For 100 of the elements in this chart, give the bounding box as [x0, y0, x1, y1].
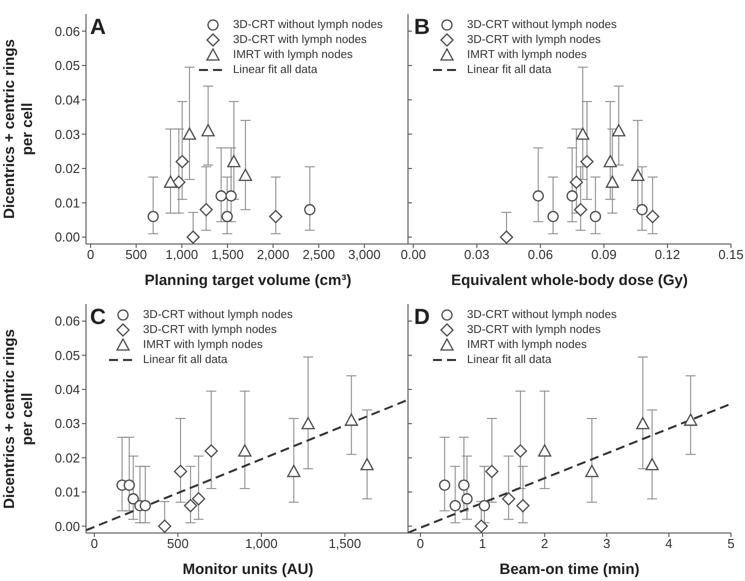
point [301, 416, 315, 430]
point [606, 176, 620, 188]
point [216, 190, 227, 202]
point [140, 500, 151, 512]
point [200, 203, 213, 216]
legend-label: Linear fit all data [233, 64, 318, 76]
point [585, 464, 599, 478]
y-tick-label: 0.01 [54, 195, 80, 210]
point [566, 190, 578, 202]
x-tick-label: 0 [86, 247, 94, 262]
x-tick-label: 2 [541, 536, 548, 552]
y-tick-label: 0.06 [54, 24, 80, 39]
y-tick-label: 0.03 [54, 126, 80, 142]
x-tick-label: 1,500 [211, 247, 244, 262]
point [174, 464, 188, 478]
y-tick-label: 0.04 [54, 92, 80, 108]
x-tick-label: 0 [90, 536, 98, 552]
y-tick-label: 0.06 [54, 314, 80, 329]
legend-label: IMRT with lymph nodes [233, 48, 353, 60]
x-tick-label: 2,000 [256, 247, 290, 262]
point [148, 210, 159, 222]
legend-label: IMRT with lymph nodes [467, 338, 587, 350]
x-tick-label: 1,000 [166, 247, 198, 262]
point [500, 230, 514, 244]
y-tick-label: 0.00 [54, 518, 80, 534]
legend-label: 3D-CRT with lymph nodes [467, 324, 601, 336]
legend-label: 3D-CRT with lymph nodes [233, 34, 367, 46]
point [186, 230, 200, 244]
point [461, 493, 473, 504]
point [636, 416, 650, 430]
annotation: C [90, 304, 106, 329]
x-tick-label: 4 [665, 536, 672, 552]
x-axis-title: Equivalent whole-body dose (Gy) [451, 272, 688, 289]
legend-label: Linear fit all data [143, 354, 228, 366]
point [184, 499, 198, 512]
point [164, 176, 178, 188]
point [547, 210, 559, 222]
y-tick-label: 0.05 [54, 348, 80, 363]
point [182, 128, 196, 140]
point [458, 480, 470, 491]
point [439, 480, 450, 491]
x-tick-label: 3,000 [348, 247, 381, 262]
point [124, 480, 135, 491]
annotation: A [90, 14, 106, 39]
point [269, 210, 282, 224]
point [570, 176, 584, 189]
point [580, 154, 594, 168]
point [344, 414, 358, 426]
x-axis-title: Planning target volume (cm³) [144, 272, 352, 289]
y-tick-label: 0.02 [54, 450, 80, 466]
legend-label: 3D-CRT without lymph nodes [467, 18, 617, 30]
annotation: B [414, 14, 430, 39]
legend-label: 3D-CRT without lymph nodes [467, 308, 617, 320]
point [238, 168, 252, 181]
x-tick-label: 1,500 [328, 536, 362, 552]
legend-label: IMRT with lymph nodes [467, 48, 587, 60]
x-tick-label: 1,000 [245, 536, 278, 552]
point [684, 414, 698, 426]
point [478, 500, 490, 512]
legend-label: Linear fit all data [467, 64, 552, 76]
point [176, 154, 189, 168]
point [360, 458, 374, 470]
point [287, 464, 300, 478]
x-tick-label: 500 [125, 247, 148, 262]
x-tick-label: 0.06 [528, 247, 554, 262]
legend-label: Linear fit all data [467, 354, 552, 366]
legend-label: IMRT with lymph nodes [143, 338, 263, 350]
point [158, 520, 172, 533]
point [225, 190, 237, 202]
x-tick-label: 0.09 [591, 247, 617, 262]
point [204, 444, 218, 458]
y-tick-label: 0.04 [54, 382, 80, 398]
legend-label: 3D-CRT without lymph nodes [233, 18, 383, 30]
x-tick-label: 3 [603, 536, 610, 552]
point [576, 128, 590, 140]
point [128, 493, 139, 504]
y-axis-title: Dicentrics + centric rings per cell [1, 328, 37, 510]
x-tick-label: 500 [167, 536, 189, 552]
x-tick-label: 0.00 [400, 247, 426, 262]
legend-label: 3D-CRT with lymph nodes [143, 324, 277, 336]
point [574, 203, 588, 216]
point [590, 210, 602, 222]
legend-label: 3D-CRT with lymph nodes [467, 34, 601, 46]
point [532, 190, 544, 202]
y-tick-label: 0.03 [54, 416, 80, 432]
point [304, 204, 316, 216]
x-axis-title: Beam-on time (min) [499, 561, 640, 578]
point [201, 124, 215, 136]
point [636, 204, 648, 216]
point [474, 520, 488, 533]
x-tick-label: 5 [727, 536, 735, 552]
point [172, 176, 186, 189]
x-axis-title: Monitor units (AU) [182, 561, 314, 578]
point [450, 500, 461, 512]
y-tick-label: 0.01 [54, 484, 80, 500]
y-tick-label: 0.05 [54, 58, 80, 74]
x-tick-label: 0.12 [654, 247, 680, 262]
x-tick-label: 0.03 [464, 247, 490, 262]
point [192, 492, 206, 506]
legend-label: 3D-CRT without lymph nodes [143, 308, 293, 320]
